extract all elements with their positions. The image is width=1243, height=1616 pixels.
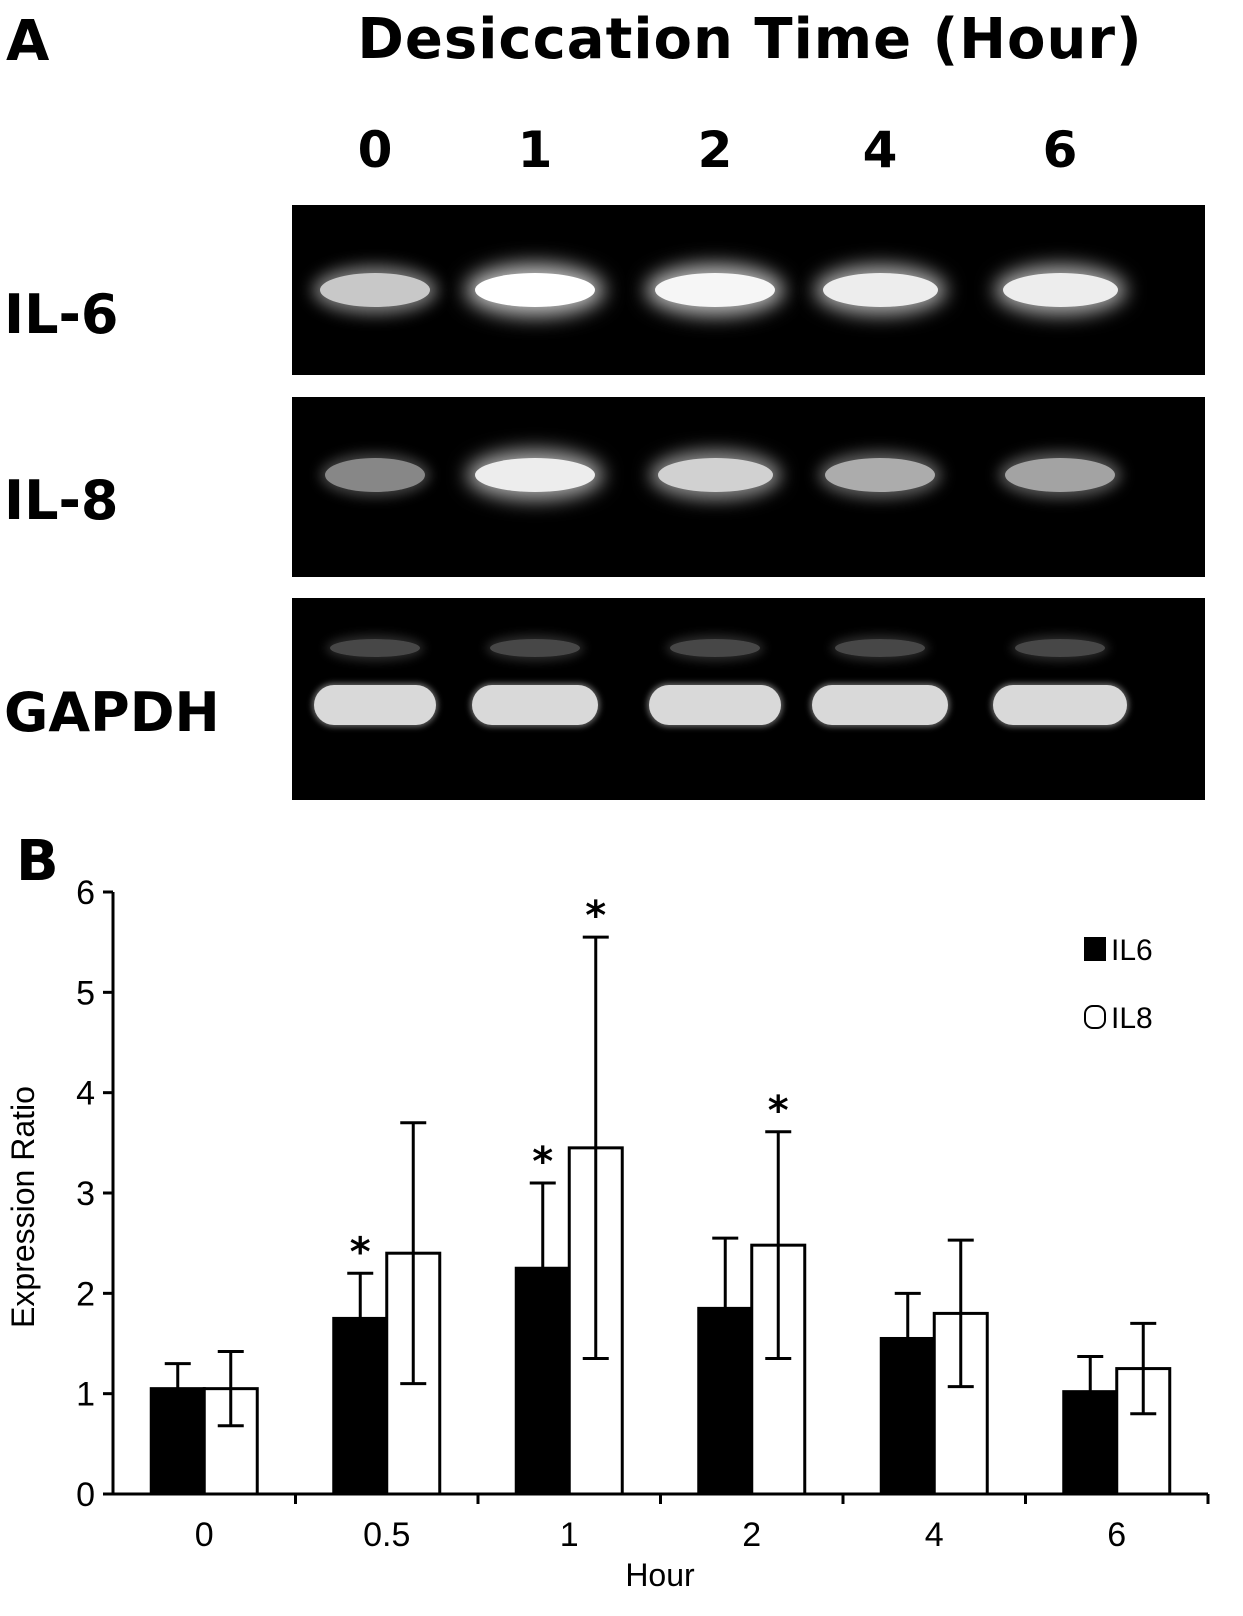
gel-band-faint	[490, 639, 580, 657]
gel-band	[825, 458, 935, 492]
gel-strip-il8	[292, 397, 1205, 577]
panel-a-letter: A	[6, 9, 50, 74]
gel-band	[475, 458, 595, 492]
lane-label-6: 6	[1042, 121, 1078, 179]
gel-band	[657, 458, 773, 492]
gel-band-faint	[330, 639, 420, 657]
x-tick-label: 2	[742, 1516, 761, 1554]
panel-b-letter: B	[16, 829, 59, 894]
y-tick-label: 2	[76, 1275, 95, 1313]
gel-band	[812, 685, 948, 725]
x-tick-label: 0.5	[363, 1516, 410, 1554]
significance-marker: *	[350, 1229, 371, 1275]
y-tick-label: 3	[76, 1175, 95, 1213]
lane-label-4: 4	[862, 121, 898, 179]
significance-marker: *	[532, 1139, 553, 1185]
y-tick-label: 5	[76, 974, 95, 1012]
bar-il8	[932, 1311, 989, 1496]
gel-band	[993, 685, 1127, 725]
expression-bar-chart: 0 1 2 3 4 5 6 0 0.5 1 2 4 6 * * * * Hour Expression Ratio I…	[5, 880, 1210, 1593]
y-tick-label: 6	[76, 880, 95, 912]
gel-band	[649, 685, 781, 725]
lane-label-2: 2	[697, 121, 733, 179]
x-axis-title: Hour	[625, 1557, 695, 1593]
x-tick-label: 4	[925, 1516, 944, 1554]
y-axis-title: Expression Ratio	[5, 1086, 41, 1328]
gel-band	[655, 273, 775, 307]
y-tick-label: 4	[76, 1075, 95, 1113]
x-tick-label: 1	[560, 1516, 579, 1554]
gel-strip-gapdh	[292, 598, 1205, 800]
legend-swatch-il6	[1084, 937, 1106, 961]
y-tick-label: 0	[76, 1476, 95, 1514]
legend-swatch-il8	[1084, 1005, 1106, 1029]
gel-band-faint	[835, 639, 925, 657]
gel-band	[314, 685, 436, 725]
x-tick-label: 6	[1107, 1516, 1126, 1554]
legend-label-il6: IL6	[1111, 934, 1153, 967]
significance-marker: *	[585, 893, 606, 939]
gel-band-faint	[1015, 639, 1105, 657]
lane-label-1: 1	[517, 121, 553, 179]
gel-band	[325, 458, 425, 492]
x-tick-label: 0	[195, 1516, 214, 1554]
gel-band	[472, 685, 598, 725]
gene-label-gapdh: GAPDH	[4, 681, 220, 744]
gel-band	[475, 273, 595, 307]
bar-il8	[1115, 1367, 1172, 1496]
legend-label-il8: IL8	[1111, 1002, 1153, 1035]
gel-band-faint	[670, 639, 760, 657]
gel-band	[1002, 273, 1118, 307]
gel-band	[822, 273, 938, 307]
significance-marker: *	[768, 1088, 789, 1134]
gel-title: Desiccation Time (Hour)	[357, 7, 1143, 72]
gene-label-il6: IL-6	[4, 283, 119, 346]
gel-strip-il6	[292, 205, 1205, 375]
gel-band	[320, 273, 430, 307]
y-tick-label: 1	[76, 1376, 95, 1414]
lane-label-0: 0	[357, 121, 393, 179]
bar-il8	[750, 1243, 807, 1496]
gel-band	[1005, 458, 1115, 492]
gene-label-il8: IL-8	[4, 469, 119, 532]
